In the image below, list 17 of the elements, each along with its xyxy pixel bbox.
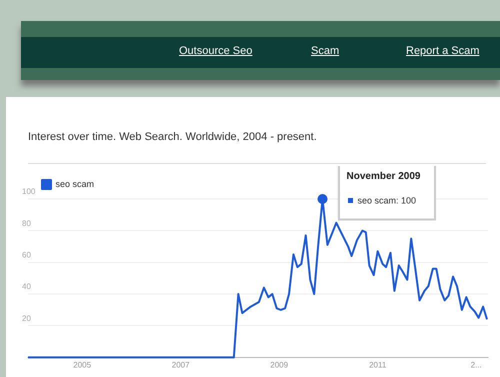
y-tick-label: 40	[22, 282, 32, 292]
x-tick-label: 2005	[73, 360, 92, 370]
x-tick-label: 2007	[172, 360, 190, 370]
text: Scam	[311, 45, 340, 57]
text: Outsource Seo	[179, 45, 252, 57]
x-tick-label: 2011	[369, 360, 387, 370]
x-tick-label: 2009	[270, 360, 289, 370]
annotation: seo scam: 100	[358, 195, 416, 206]
y-tick-label: 80	[22, 218, 32, 228]
y-tick-label: 20	[22, 314, 32, 323]
chart-title: Interest over time. Web Search. Worldwide, 2004 - present.	[28, 131, 317, 143]
text: Report a Scam	[406, 45, 480, 57]
legend-label: seo scam	[56, 178, 94, 189]
y-tick-label: 100	[22, 187, 36, 196]
x-tick-label: 2...	[470, 360, 482, 370]
y-tick-label: 60	[22, 250, 32, 260]
annotation: November 2009	[346, 170, 421, 182]
